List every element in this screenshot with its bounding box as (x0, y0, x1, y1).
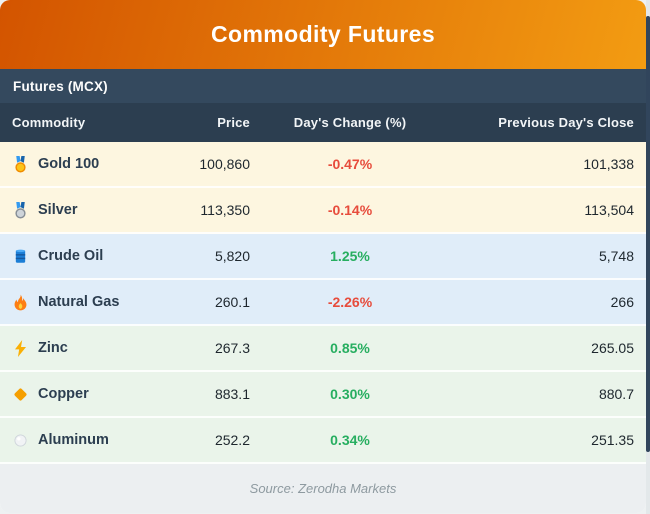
prev-close-value: 880.7 (598, 386, 634, 402)
table-row: Aluminum 252.2 0.34% 251.35 (0, 418, 646, 464)
table-row: Crude Oil 5,820 1.25% 5,748 (0, 234, 646, 280)
widget-footer: Source: Zerodha Markets (0, 464, 646, 513)
oil-barrel-icon (12, 248, 29, 265)
price-value: 883.1 (214, 386, 250, 402)
change-value: 0.85% (330, 340, 370, 356)
white-circle-icon (12, 432, 29, 449)
change-value: -0.14% (327, 202, 373, 218)
commodity-name: Zinc (38, 340, 68, 356)
commodity-name: Natural Gas (38, 294, 120, 310)
column-header-prev-close: Previous Day's Close (498, 115, 634, 130)
change-value: 0.34% (330, 432, 370, 448)
prev-close-value: 101,338 (583, 156, 634, 172)
commodity-name: Crude Oil (38, 248, 104, 264)
futures-segment-label: Futures (MCX) (13, 78, 108, 94)
price-value: 260.1 (214, 294, 250, 310)
change-value: 0.30% (330, 386, 370, 402)
source-attribution: Source: Zerodha Markets (249, 481, 397, 496)
price-value: 100,860 (199, 156, 250, 172)
commodity-name: Silver (38, 202, 78, 218)
fire-icon (12, 294, 29, 311)
table-row: Silver 113,350 -0.14% 113,504 (0, 188, 646, 234)
widget-header: Commodity Futures (0, 0, 646, 69)
vertical-scrollbar-thumb[interactable] (646, 16, 650, 452)
silver-medal-icon (12, 201, 29, 219)
commodity-name: Gold 100 (38, 156, 100, 172)
price-value: 113,350 (200, 202, 250, 218)
page-title: Commodity Futures (210, 21, 436, 47)
change-value: -0.47% (327, 156, 373, 172)
column-header-price: Price (217, 115, 250, 130)
table-row: Gold 100 100,860 -0.47% 101,338 (0, 142, 646, 188)
commodity-name: Copper (38, 386, 89, 402)
column-header-change: Day's Change (%) (293, 115, 407, 130)
orange-diamond-icon (12, 386, 29, 403)
column-header-commodity: Commodity (12, 115, 86, 130)
prev-close-value: 266 (610, 294, 634, 310)
prev-close-value: 113,504 (584, 202, 634, 218)
change-value: -2.26% (327, 294, 373, 310)
table-row: Natural Gas 260.1 -2.26% 266 (0, 280, 646, 326)
price-value: 5,820 (214, 248, 250, 264)
prev-close-value: 265.05 (591, 340, 634, 356)
gold-medal-icon (12, 155, 29, 173)
change-value: 1.25% (330, 248, 370, 264)
table-row: Copper 883.1 0.30% 880.7 (0, 372, 646, 418)
price-value: 267.3 (214, 340, 250, 356)
table-header-row: Commodity Price Day's Change (%) Previou… (0, 103, 646, 142)
table-row: Zinc 267.3 0.85% 265.05 (0, 326, 646, 372)
vertical-scrollbar-track[interactable] (646, 0, 650, 514)
commodity-name: Aluminum (38, 432, 109, 448)
lightning-icon (12, 339, 29, 357)
price-value: 252.2 (214, 432, 250, 448)
futures-bar: Futures (MCX) (0, 69, 646, 103)
prev-close-value: 251.35 (591, 432, 634, 448)
prev-close-value: 5,748 (598, 248, 634, 264)
